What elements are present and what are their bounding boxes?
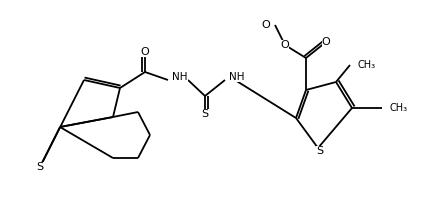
Text: S: S bbox=[316, 146, 324, 156]
Text: O: O bbox=[281, 40, 289, 50]
Text: CH₃: CH₃ bbox=[358, 60, 376, 70]
Text: O: O bbox=[141, 47, 149, 57]
Text: S: S bbox=[36, 162, 43, 172]
Text: CH₃: CH₃ bbox=[390, 103, 408, 113]
Text: S: S bbox=[201, 109, 209, 119]
Text: NH: NH bbox=[229, 72, 244, 82]
Text: O: O bbox=[322, 37, 330, 47]
Text: NH: NH bbox=[172, 72, 187, 82]
Text: O: O bbox=[261, 20, 270, 30]
